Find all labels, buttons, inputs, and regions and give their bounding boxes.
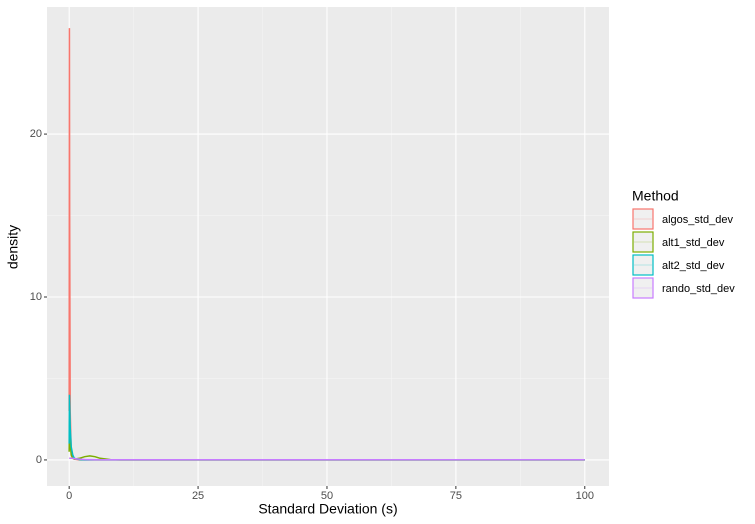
density-line [69, 457, 585, 461]
y-tick-label: 0 [36, 454, 42, 466]
x-tick-label: 25 [192, 490, 204, 502]
legend-label: rando_std_dev [662, 283, 735, 295]
x-axis-title: Standard Deviation (s) [258, 501, 397, 517]
legend-label: algos_std_dev [662, 214, 733, 226]
x-tick-label: 100 [576, 490, 594, 502]
y-axis-title: density [5, 225, 21, 269]
y-tick-label: 10 [30, 291, 42, 303]
x-tick-label: 0 [66, 490, 72, 502]
y-tick-label: 20 [30, 128, 42, 140]
x-tick-label: 75 [450, 490, 462, 502]
legend-label: alt2_std_dev [662, 260, 725, 272]
legend-label: alt1_std_dev [662, 237, 725, 249]
legend-title: Method [632, 188, 679, 204]
panel [47, 7, 609, 486]
x-tick-label: 50 [321, 490, 333, 502]
